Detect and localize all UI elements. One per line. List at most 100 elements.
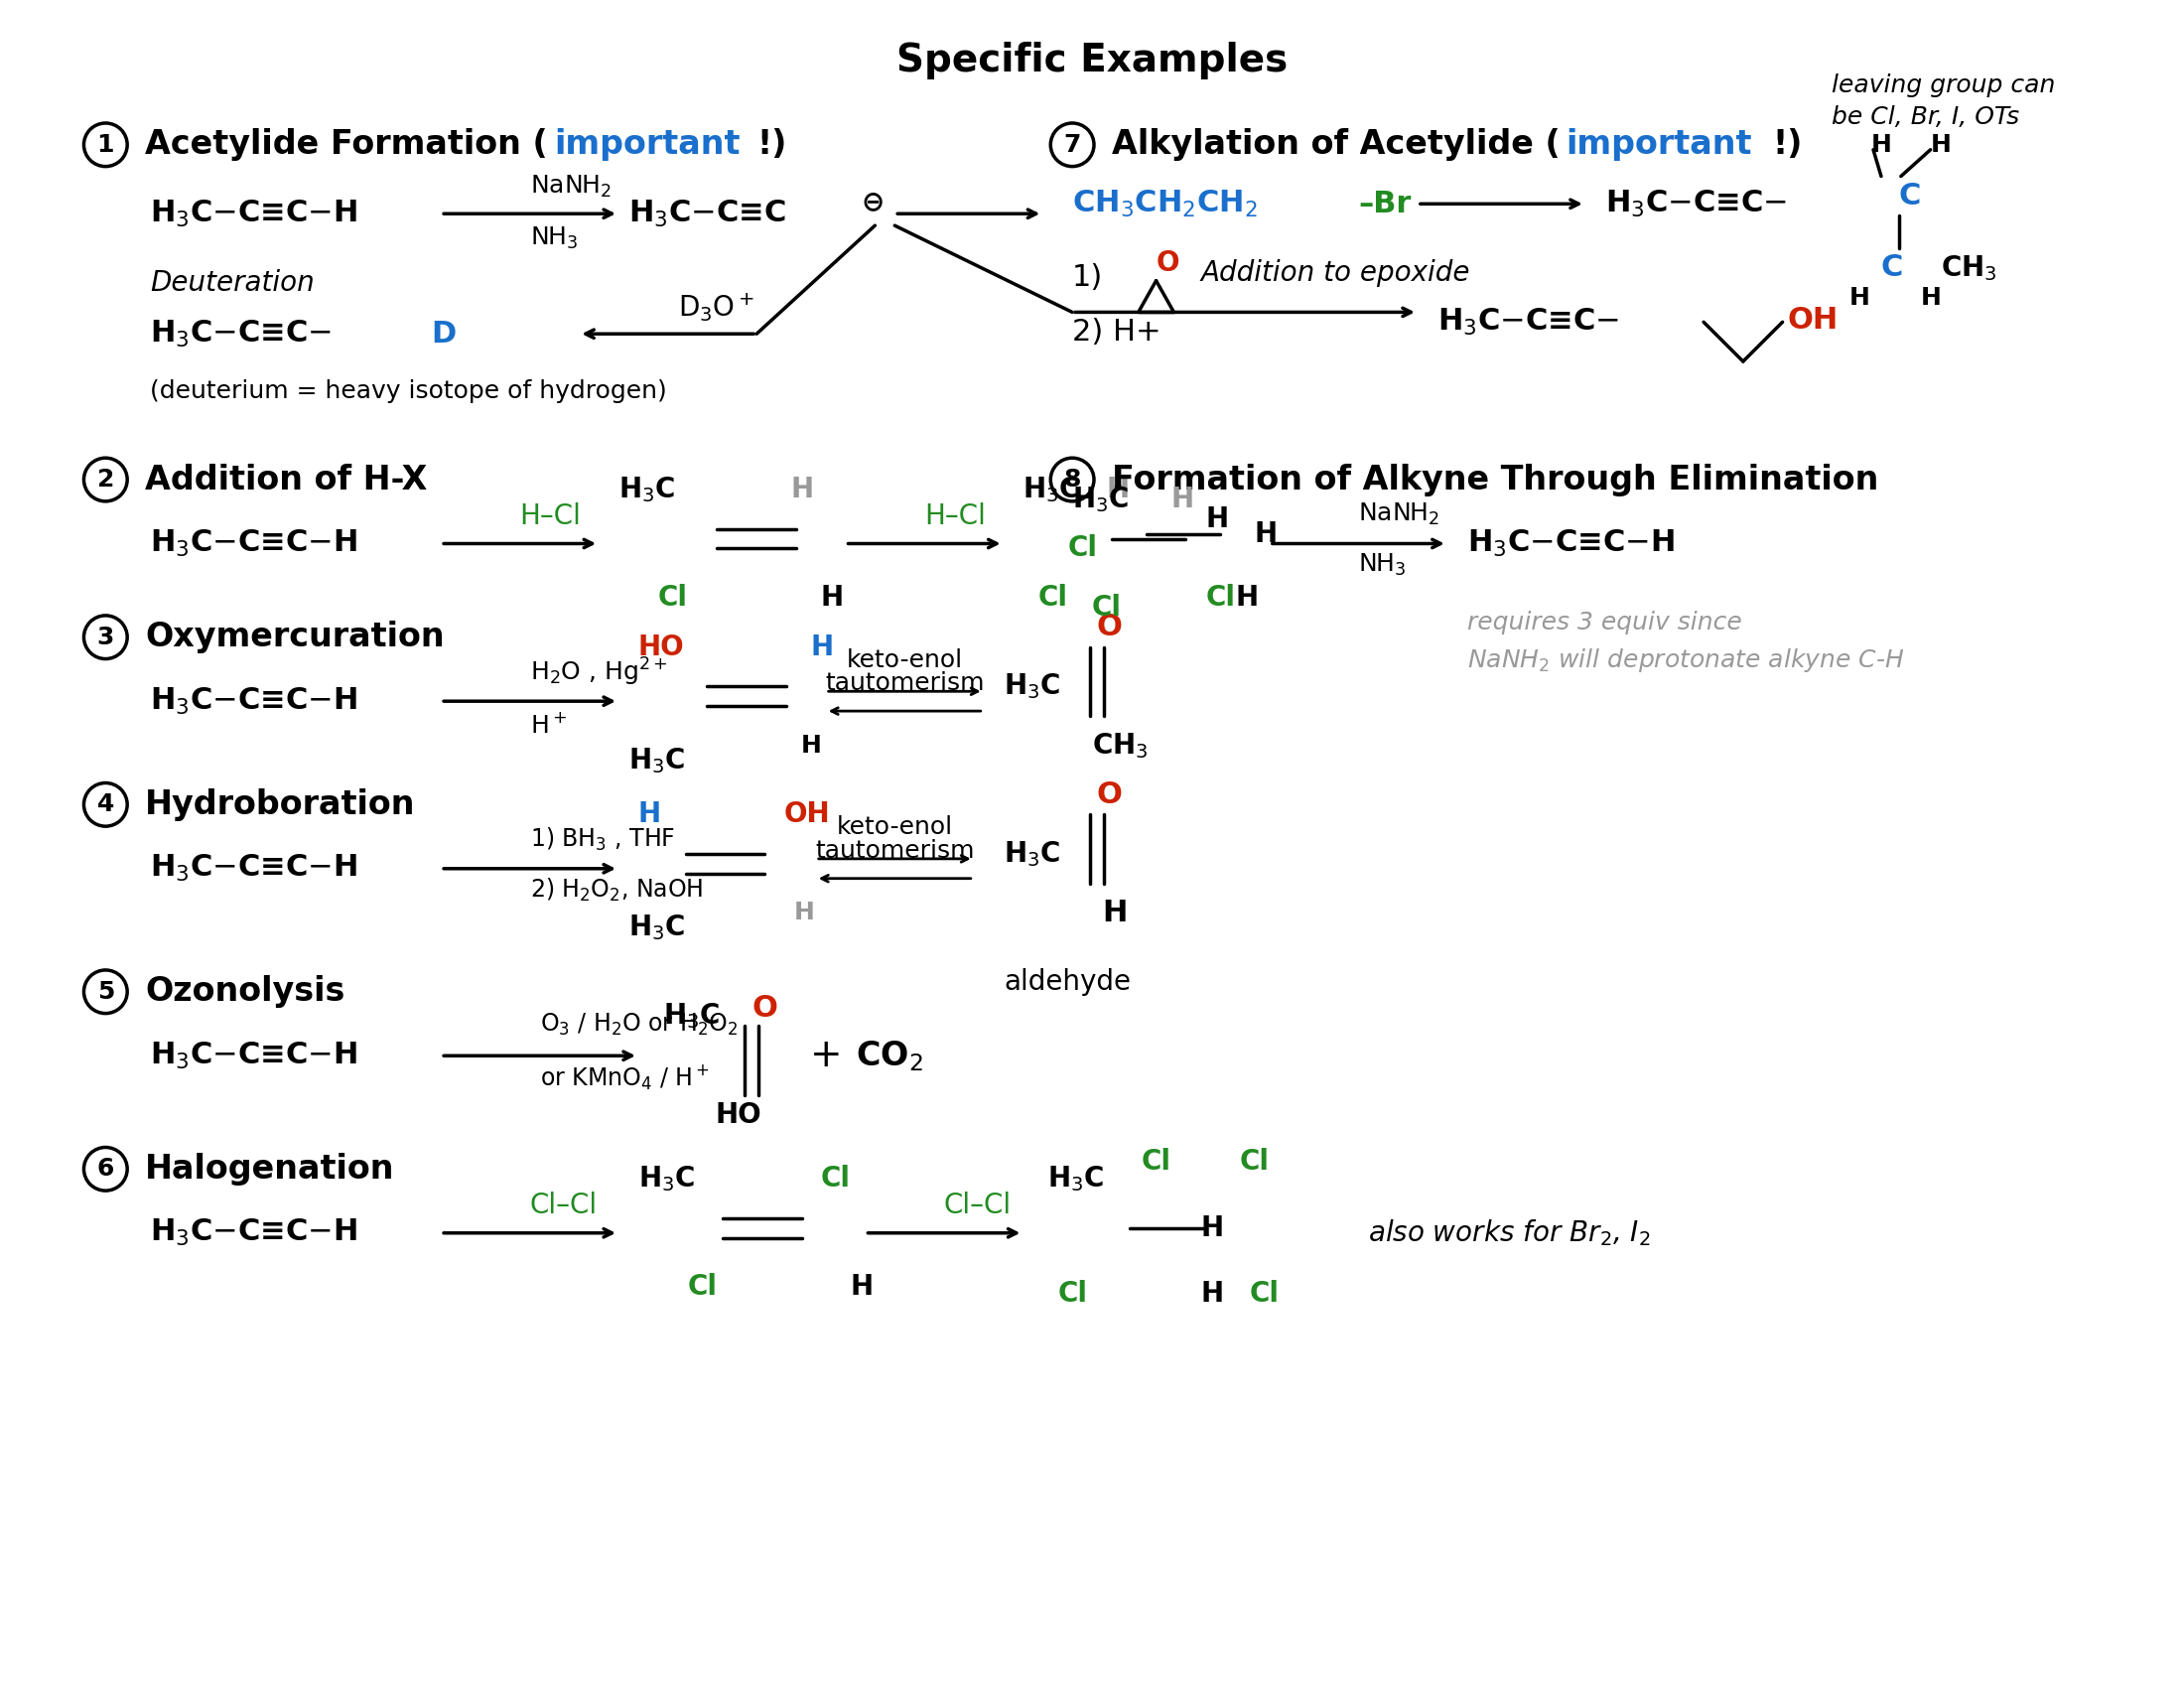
Text: 2: 2 (96, 468, 114, 491)
Text: H$_3$C$-$C≡C$-$: H$_3$C$-$C≡C$-$ (151, 319, 332, 349)
Text: H$_3$C$-$C≡C$-$H: H$_3$C$-$C≡C$-$H (151, 1217, 358, 1249)
Text: Cl: Cl (657, 584, 688, 611)
Text: 3: 3 (96, 625, 114, 650)
Text: 2) H+: 2) H+ (1072, 317, 1162, 346)
Text: H: H (810, 633, 834, 662)
Text: H$_3$C: H$_3$C (1002, 672, 1059, 701)
Text: H$_3$C: H$_3$C (618, 474, 675, 505)
Text: H$_3$C: H$_3$C (1072, 484, 1129, 515)
Text: O: O (1096, 780, 1123, 809)
Text: H: H (1201, 1280, 1223, 1308)
Text: Deuteration: Deuteration (151, 268, 314, 297)
Text: H: H (791, 476, 815, 503)
Text: Cl: Cl (1068, 535, 1096, 562)
Text: NH$_3$: NH$_3$ (1358, 552, 1406, 579)
Text: H: H (1107, 476, 1129, 503)
Text: H$_3$C$-$C≡C$-$H: H$_3$C$-$C≡C$-$H (151, 852, 358, 885)
Text: H: H (638, 800, 662, 829)
Text: H: H (1206, 505, 1227, 533)
Text: H: H (802, 734, 821, 758)
Text: Cl: Cl (1241, 1148, 1269, 1177)
Text: 1: 1 (96, 133, 114, 157)
Text: H: H (1171, 486, 1195, 513)
Text: Formation of Alkyne Through Elimination: Formation of Alkyne Through Elimination (1112, 463, 1878, 496)
Text: H$_3$C$-$C≡C$-$H: H$_3$C$-$C≡C$-$H (151, 197, 358, 230)
Text: H$_2$O , Hg$^{2+}$: H$_2$O , Hg$^{2+}$ (531, 655, 668, 687)
Text: Addition to epoxide: Addition to epoxide (1201, 258, 1470, 287)
Text: Cl–Cl: Cl–Cl (943, 1192, 1011, 1219)
Text: H: H (1256, 520, 1278, 547)
Text: Halogenation: Halogenation (144, 1153, 395, 1185)
Text: H–Cl: H–Cl (520, 501, 581, 530)
Text: H: H (795, 901, 815, 925)
Text: requires 3 equiv since: requires 3 equiv since (1468, 611, 1741, 635)
Text: Cl: Cl (688, 1273, 716, 1301)
Text: C: C (1898, 182, 1922, 211)
Text: (deuterium = heavy isotope of hydrogen): (deuterium = heavy isotope of hydrogen) (151, 380, 666, 403)
Text: H$_3$C: H$_3$C (1048, 1165, 1105, 1193)
Text: H$^+$: H$^+$ (531, 714, 568, 738)
Text: H: H (1872, 133, 1891, 157)
Text: H: H (1931, 133, 1950, 157)
Text: H$_3$C$-$C≡C$-$H: H$_3$C$-$C≡C$-$H (151, 685, 358, 717)
Text: H$_3$C: H$_3$C (1002, 839, 1059, 869)
Text: HO: HO (714, 1101, 762, 1129)
Text: H: H (1201, 1214, 1223, 1242)
Text: 5: 5 (96, 979, 114, 1004)
Text: Cl: Cl (1206, 584, 1236, 611)
Text: H$_3$C$-$C≡C$-$H: H$_3$C$-$C≡C$-$H (151, 1040, 358, 1072)
Text: H$_3$C$-$C≡C$-$: H$_3$C$-$C≡C$-$ (1605, 189, 1787, 219)
Text: 1) BH$_3$ , THF: 1) BH$_3$ , THF (531, 825, 675, 852)
Text: O: O (751, 994, 778, 1023)
Text: H$_3$C$-$C≡C$-$H: H$_3$C$-$C≡C$-$H (151, 528, 358, 559)
Text: H: H (850, 1273, 874, 1301)
Text: +: + (810, 1036, 841, 1075)
Text: or KMnO$_4$ / H$^+$: or KMnO$_4$ / H$^+$ (539, 1063, 710, 1092)
Text: leaving group can: leaving group can (1832, 74, 2055, 98)
Text: Cl: Cl (821, 1165, 850, 1193)
Text: CO$_2$: CO$_2$ (856, 1038, 922, 1074)
Text: D$_3$O$^+$: D$_3$O$^+$ (677, 290, 753, 324)
Text: H–Cl: H–Cl (924, 501, 985, 530)
Text: Acetylide Formation (: Acetylide Formation ( (144, 128, 548, 160)
Text: CH$_3$: CH$_3$ (1939, 253, 1996, 282)
Text: OH: OH (784, 800, 830, 829)
Text: H$_3$C: H$_3$C (629, 746, 686, 775)
Text: H$_3$C$-$C≡C$-$: H$_3$C$-$C≡C$-$ (1437, 307, 1618, 338)
Text: Cl: Cl (1142, 1148, 1171, 1177)
Text: 6: 6 (96, 1156, 114, 1182)
Text: 1): 1) (1072, 263, 1103, 292)
Text: H$_3$C: H$_3$C (638, 1165, 695, 1193)
Text: tautomerism: tautomerism (815, 839, 974, 863)
Text: Hydroboration: Hydroboration (144, 788, 415, 820)
Text: H: H (1850, 285, 1870, 309)
Text: O: O (1155, 250, 1179, 277)
Text: H: H (1234, 584, 1258, 611)
Text: keto-enol: keto-enol (836, 815, 952, 839)
Text: 8: 8 (1064, 468, 1081, 491)
Text: H$_3$C: H$_3$C (629, 913, 686, 942)
Text: 4: 4 (96, 793, 114, 817)
Text: Cl: Cl (1249, 1280, 1280, 1308)
Text: Cl: Cl (1037, 584, 1068, 611)
Text: important: important (555, 128, 740, 160)
Text: CH$_3$: CH$_3$ (1092, 731, 1149, 760)
Text: H: H (1103, 898, 1127, 927)
Text: Ozonolysis: Ozonolysis (144, 976, 345, 1008)
Text: O: O (1096, 613, 1123, 641)
Text: be Cl, Br, I, OTs: be Cl, Br, I, OTs (1832, 105, 2020, 128)
Text: Cl: Cl (1092, 594, 1123, 621)
Text: H: H (1920, 285, 1942, 309)
Text: OH: OH (1787, 306, 1839, 334)
Text: also works for Br$_2$, I$_2$: also works for Br$_2$, I$_2$ (1367, 1217, 1651, 1249)
Text: !): !) (1773, 128, 1802, 160)
Text: Alkylation of Acetylide (: Alkylation of Acetylide ( (1112, 128, 1559, 160)
Text: NH$_3$: NH$_3$ (531, 225, 579, 252)
Text: D: D (430, 319, 456, 348)
Text: NaNH$_2$: NaNH$_2$ (531, 174, 612, 199)
Text: Specific Examples: Specific Examples (895, 42, 1289, 79)
Text: O$_3$ / H$_2$O or H$_2$O$_2$: O$_3$ / H$_2$O or H$_2$O$_2$ (539, 1011, 738, 1036)
Text: H$_3$C: H$_3$C (1022, 474, 1079, 505)
Text: H$_3$C$-$C≡C: H$_3$C$-$C≡C (629, 197, 786, 230)
Text: tautomerism: tautomerism (826, 672, 985, 695)
